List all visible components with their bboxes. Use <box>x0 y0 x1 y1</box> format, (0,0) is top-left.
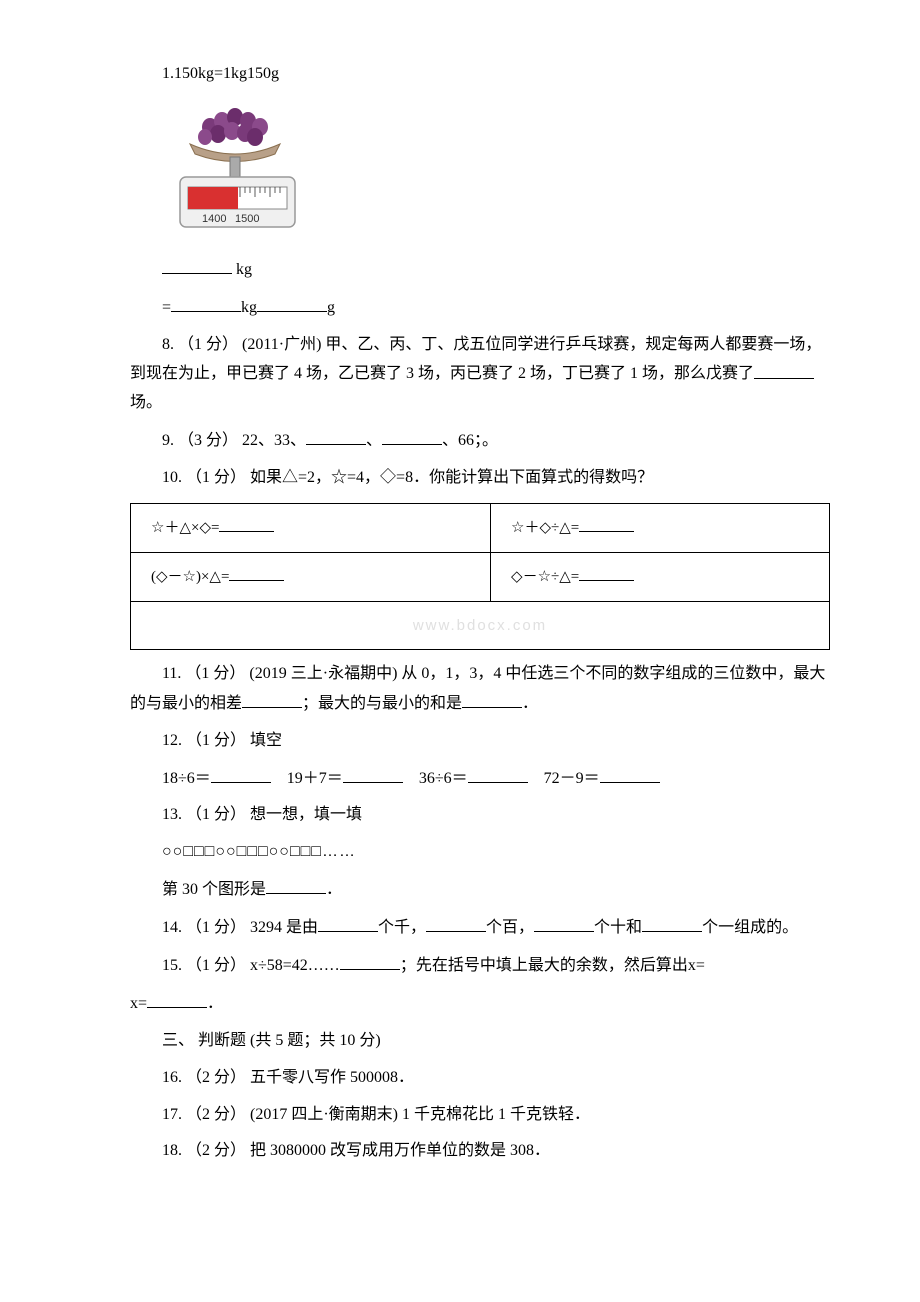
q11-mid: ；最大的与最小的和是 <box>302 695 462 712</box>
q12-b1 <box>211 764 271 783</box>
section-3-title: 三、 判断题 (共 5 题；共 10 分) <box>130 1027 830 1056</box>
scale-answer-kg: kg <box>130 255 830 285</box>
question-13-ask: 第 30 个图形是 ． <box>130 875 830 905</box>
q9-suffix: 、66；。 <box>442 432 498 449</box>
question-17: 17. （2 分） (2017 四上·衡南期末) 1 千克棉花比 1 千克铁轻． <box>130 1101 830 1130</box>
c3-blank <box>229 563 284 581</box>
question-14: 14. （1 分） 3294 是由 个千， 个百， 个十和 个一组成的。 <box>130 913 830 943</box>
q14-suffix: 个一组成的。 <box>702 919 798 936</box>
q12-e1: 18÷6＝ <box>162 770 211 787</box>
question-12-title: 12. （1 分） 填空 <box>130 727 830 756</box>
q13-prefix: 第 30 个图形是 <box>162 881 266 898</box>
q13-blank <box>266 875 326 894</box>
q9-blank2 <box>382 426 442 445</box>
q11-suffix: ． <box>522 695 538 712</box>
calc-table: ☆＋△×◇= ☆＋◇÷△= (◇－☆)×△= ◇－☆÷△= www.bdocx.… <box>130 503 830 650</box>
question-12-row: 18÷6＝ 19＋7＝ 36÷6＝ 72－9＝ <box>130 764 830 794</box>
c4-blank <box>579 563 634 581</box>
question-9: 9. （3 分） 22、33、 、 、66；。 <box>130 426 830 456</box>
c1-blank <box>219 514 274 532</box>
question-16: 16. （2 分） 五千零八写作 500008． <box>130 1064 830 1093</box>
eq-sign: = <box>162 299 171 316</box>
q13-suffix: ． <box>326 881 342 898</box>
q11-blank1 <box>242 689 302 708</box>
q15-b1 <box>340 951 400 970</box>
q8-blank <box>754 359 814 378</box>
c2-expr: ☆＋◇÷△= <box>511 520 579 536</box>
q9-mid: 、 <box>366 432 382 449</box>
q12-e2: 19＋7＝ <box>287 770 343 787</box>
blank-kg2 <box>171 293 241 312</box>
q11-blank2 <box>462 689 522 708</box>
question-11: 11. （1 分） (2019 三上·永福期中) 从 0，1，3，4 中任选三个… <box>130 660 830 719</box>
unit-g: g <box>327 299 335 316</box>
scale-tick-1400: 1400 <box>202 213 226 225</box>
blank-g <box>257 293 327 312</box>
calc-cell-4: ◇－☆÷△= <box>491 552 830 601</box>
c4-expr: ◇－☆÷△= <box>511 569 579 585</box>
q14-b2 <box>426 913 486 932</box>
c1-expr: ☆＋△×◇= <box>151 520 219 536</box>
q12-b4 <box>600 764 660 783</box>
c3-expr: (◇－☆)×△= <box>151 569 229 585</box>
unit-kg: kg <box>236 261 252 278</box>
q9-prefix: 9. （3 分） 22、33、 <box>162 432 306 449</box>
q12-e3: 36÷6＝ <box>419 770 468 787</box>
calc-cell-3: (◇－☆)×△= <box>131 552 491 601</box>
calc-cell-1: ☆＋△×◇= <box>131 503 491 552</box>
q14-p2: 个千， <box>378 919 426 936</box>
q15-mid: ；先在括号中填上最大的余数，然后算出x= <box>400 957 705 974</box>
conversion-line: 1.150kg=1kg150g <box>130 60 830 89</box>
blank-kg-value <box>162 255 232 274</box>
question-15-line2: x=． <box>130 989 830 1019</box>
q14-b3 <box>534 913 594 932</box>
scale-tick-1500: 1500 <box>235 213 259 225</box>
c2-blank <box>579 514 634 532</box>
q12-b3 <box>468 764 528 783</box>
question-10: 10. （1 分） 如果△=2，☆=4，◇=8．你能计算出下面算式的得数吗？ <box>130 464 830 493</box>
q15-suffix: ． <box>207 995 223 1012</box>
question-8: 8. （1 分） (2011·广州) 甲、乙、丙、丁、戊五位同学进行乒乓球赛，规… <box>130 331 830 419</box>
q14-b4 <box>642 913 702 932</box>
scale-illustration: 1400 1500 <box>160 99 315 245</box>
watermark-cell: www.bdocx.com <box>131 601 830 649</box>
q9-blank1 <box>306 426 366 445</box>
scale-answer-kg-g: = kg g <box>130 293 830 323</box>
q14-b1 <box>318 913 378 932</box>
unit-kg2: kg <box>241 299 257 316</box>
q14-prefix: 14. （1 分） 3294 是由 <box>162 919 318 936</box>
q14-p4: 个十和 <box>594 919 642 936</box>
q15-b2 <box>147 989 207 1008</box>
calc-cell-2: ☆＋◇÷△= <box>491 503 830 552</box>
q12-e4: 72－9＝ <box>544 770 600 787</box>
question-18: 18. （2 分） 把 3080000 改写成用万作单位的数是 308． <box>130 1137 830 1166</box>
question-15: 15. （1 分） x÷58=42…… ；先在括号中填上最大的余数，然后算出x= <box>130 951 830 981</box>
q12-b2 <box>343 764 403 783</box>
question-13-title: 13. （1 分） 想一想，填一填 <box>130 801 830 830</box>
question-13-pattern: ○○□□□○○□□□○○□□□…… <box>130 838 830 867</box>
q14-p3: 个百， <box>486 919 534 936</box>
q8-text: 8. （1 分） (2011·广州) 甲、乙、丙、丁、戊五位同学进行乒乓球赛，规… <box>130 336 821 383</box>
q15-prefix: 15. （1 分） x÷58=42…… <box>162 957 340 974</box>
q8-suffix: 场。 <box>130 394 162 411</box>
